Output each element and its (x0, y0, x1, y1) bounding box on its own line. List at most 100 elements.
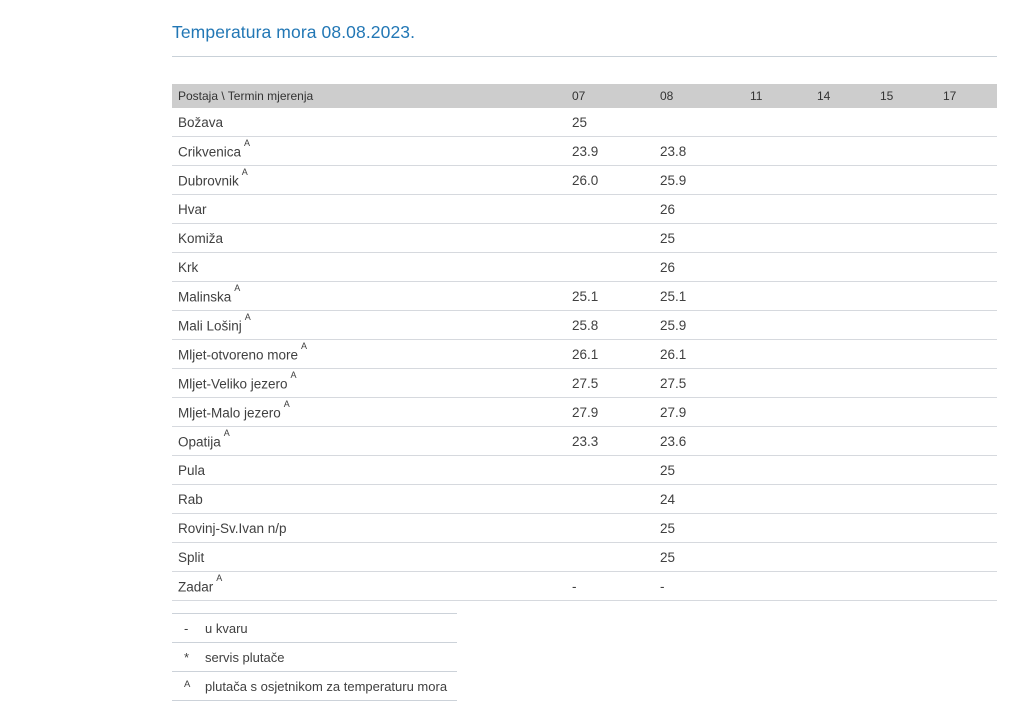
station-name: Dubrovnik (178, 173, 239, 189)
time-column-header: 15 (880, 84, 943, 108)
value-cell (750, 455, 817, 485)
value-cell (817, 165, 880, 195)
time-column-header: 07 (572, 84, 660, 108)
station-superscript: A (244, 311, 251, 322)
station-name: Mljet-otvoreno more (178, 347, 299, 363)
value-cell (943, 542, 997, 572)
value-cell (750, 513, 817, 543)
value-cell (880, 281, 943, 311)
sea-temperature-table: Postaja \ Termin mjerenja 07 08 11 14 15 17 B… (172, 84, 997, 601)
station-cell: Rovinj-Sv.Ivan n/p (172, 513, 572, 543)
station-name: Mljet-Veliko jezero (178, 376, 288, 392)
table-row: Mljet-Malo jezeroA 27.9 27.9 (172, 397, 997, 427)
value-cell: 25 (660, 542, 750, 572)
legend-symbol-cell: A (172, 671, 205, 701)
station-name: Hvar (178, 201, 207, 217)
station-cell: Komiža (172, 223, 572, 253)
value-cell (880, 455, 943, 485)
station-cell: Mljet-Veliko jezeroA (172, 368, 572, 398)
legend-label: plutača s osjetnikom za temperaturu mora (205, 671, 457, 701)
station-cell: Rab (172, 484, 572, 514)
station-superscript: A (283, 398, 290, 409)
station-superscript: A (290, 369, 297, 380)
table-row: ZadarA -- (172, 571, 997, 601)
station-name: Krk (178, 259, 199, 275)
legend-symbol-cell: - (172, 613, 205, 643)
table-row: Hvar 26 (172, 194, 997, 224)
value-cell (817, 281, 880, 311)
legend-row: * servis plutače (172, 642, 457, 672)
value-cell (817, 194, 880, 224)
table-row: Mljet-otvoreno moreA 26.1 26.1 (172, 339, 997, 369)
legend-label: servis plutače (205, 642, 457, 672)
value-cell: 25.8 (572, 310, 660, 340)
legend-body: - u kvaru * servis plutače A plutača s o… (172, 613, 457, 701)
station-name: Komiža (178, 230, 224, 246)
table-row: DubrovnikA 26.0 25.9 (172, 165, 997, 195)
table-row: Božava 25 (172, 108, 997, 137)
station-name: Mljet-Malo jezero (178, 405, 281, 421)
value-cell: 25.1 (572, 281, 660, 311)
value-cell: 26.0 (572, 165, 660, 195)
value-cell: 23.9 (572, 136, 660, 166)
value-cell (817, 513, 880, 543)
value-cell (750, 542, 817, 572)
value-cell: - (572, 571, 660, 601)
value-cell (943, 426, 997, 456)
value-cell (817, 455, 880, 485)
value-cell: 25 (660, 455, 750, 485)
legend-symbol: - (184, 620, 189, 636)
time-column-header: 11 (750, 84, 817, 108)
station-cell: CrikvenicaA (172, 136, 572, 166)
value-cell (817, 136, 880, 166)
station-superscript: A (223, 427, 230, 438)
table-row: OpatijaA 23.3 23.6 (172, 426, 997, 456)
value-cell: 25 (660, 223, 750, 253)
station-cell: Hvar (172, 194, 572, 224)
station-superscript: A (216, 572, 223, 583)
table-row: CrikvenicaA 23.9 23.8 (172, 136, 997, 166)
value-cell: 23.8 (660, 136, 750, 166)
value-cell (943, 484, 997, 514)
table-row: Krk 26 (172, 252, 997, 282)
value-cell (750, 339, 817, 369)
station-name: Split (178, 549, 205, 565)
value-cell (880, 108, 943, 137)
station-cell: Split (172, 542, 572, 572)
value-cell: 26 (660, 194, 750, 224)
page-title: Temperatura mora 08.08.2023. (172, 22, 416, 42)
value-cell: 26.1 (660, 339, 750, 369)
table-row: Rab 24 (172, 484, 997, 514)
value-cell (880, 165, 943, 195)
station-name: Mali Lošinj (178, 318, 242, 334)
value-cell (943, 571, 997, 601)
station-superscript: A (301, 340, 308, 351)
value-cell (572, 542, 660, 572)
value-cell: 26.1 (572, 339, 660, 369)
station-name: Malinska (178, 289, 232, 305)
value-cell (943, 397, 997, 427)
value-cell (750, 571, 817, 601)
legend-symbol-cell: * (172, 642, 205, 672)
value-cell (880, 310, 943, 340)
legend-symbol: * (184, 649, 190, 665)
value-cell: 27.5 (572, 368, 660, 398)
value-cell: 25 (572, 108, 660, 137)
value-cell (572, 252, 660, 282)
value-cell (750, 368, 817, 398)
value-cell (750, 310, 817, 340)
value-cell: 24 (660, 484, 750, 514)
value-cell: 27.5 (660, 368, 750, 398)
value-cell (943, 252, 997, 282)
value-cell (817, 397, 880, 427)
value-cell: - (660, 571, 750, 601)
station-cell: MalinskaA (172, 281, 572, 311)
value-cell (880, 368, 943, 398)
station-name: Rovinj-Sv.Ivan n/p (178, 520, 287, 536)
value-cell (572, 194, 660, 224)
value-cell: 26 (660, 252, 750, 282)
value-cell: 25.1 (660, 281, 750, 311)
value-cell (817, 252, 880, 282)
station-superscript: A (234, 282, 241, 293)
value-cell (750, 165, 817, 195)
